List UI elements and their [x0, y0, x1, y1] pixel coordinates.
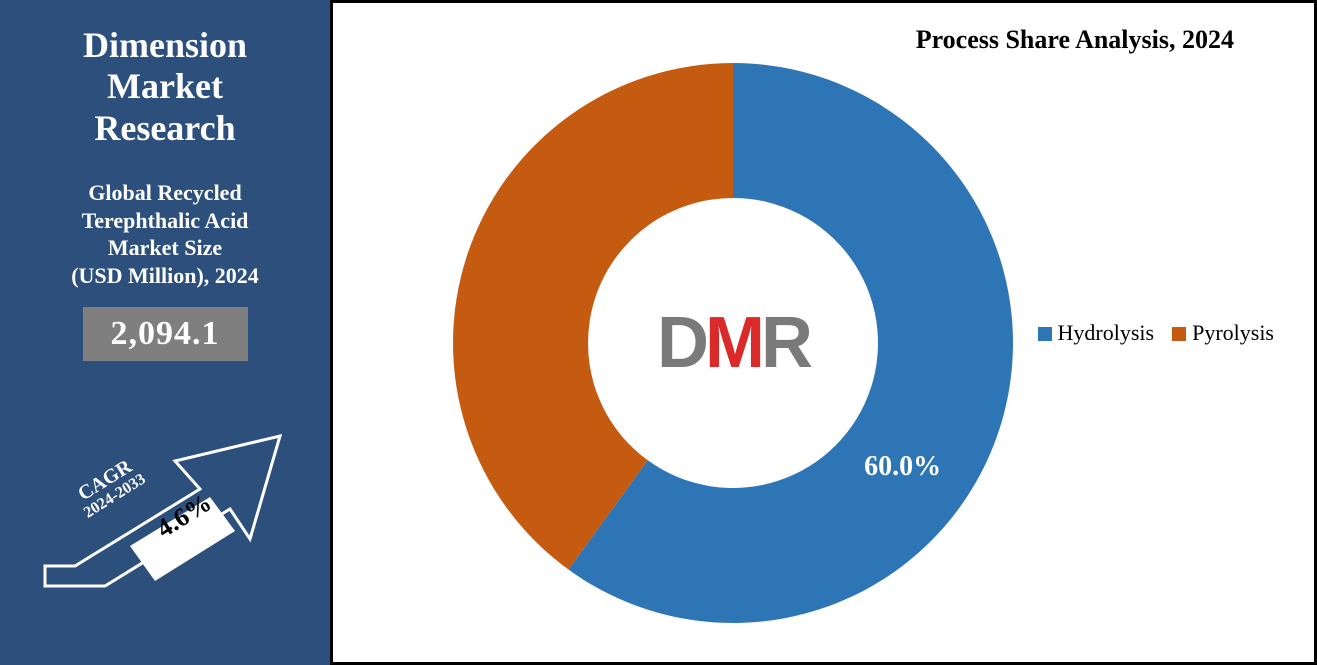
- logo-m: M: [705, 303, 761, 383]
- legend-label: Hydrolysis: [1058, 320, 1155, 345]
- chart-panel: Process Share Analysis, 2024 DMR 60.0% H…: [330, 0, 1317, 665]
- logo-d: D: [657, 303, 705, 383]
- center-logo: DMR: [657, 307, 809, 379]
- subtitle-line: Terephthalic Acid: [71, 207, 259, 235]
- logo-r: R: [761, 303, 809, 383]
- subtitle-line: Market Size: [71, 234, 259, 262]
- sidebar-panel: Dimension Market Research Global Recycle…: [0, 0, 330, 665]
- chart-title: Process Share Analysis, 2024: [916, 25, 1234, 55]
- market-value-box: 2,094.1: [83, 307, 248, 361]
- legend-label: Pyrolysis: [1192, 320, 1274, 345]
- brand-line: Market: [83, 66, 247, 107]
- cagr-arrow: CAGR 2024-2033 4.6%: [35, 421, 295, 601]
- brand-title: Dimension Market Research: [83, 25, 247, 149]
- chart-legend: Hydrolysis Pyrolysis: [1038, 320, 1274, 346]
- brand-line: Research: [83, 108, 247, 149]
- subtitle-line: (USD Million), 2024: [71, 262, 259, 290]
- slice-label-hydrolysis: 60.0%: [864, 451, 941, 483]
- legend-item: Pyrolysis: [1172, 320, 1274, 346]
- sidebar-subtitle: Global Recycled Terephthalic Acid Market…: [71, 179, 259, 289]
- legend-swatch: [1172, 327, 1186, 341]
- legend-swatch: [1038, 327, 1052, 341]
- legend-item: Hydrolysis: [1038, 320, 1155, 346]
- donut-chart: DMR 60.0%: [443, 53, 1023, 633]
- brand-line: Dimension: [83, 25, 247, 66]
- subtitle-line: Global Recycled: [71, 179, 259, 207]
